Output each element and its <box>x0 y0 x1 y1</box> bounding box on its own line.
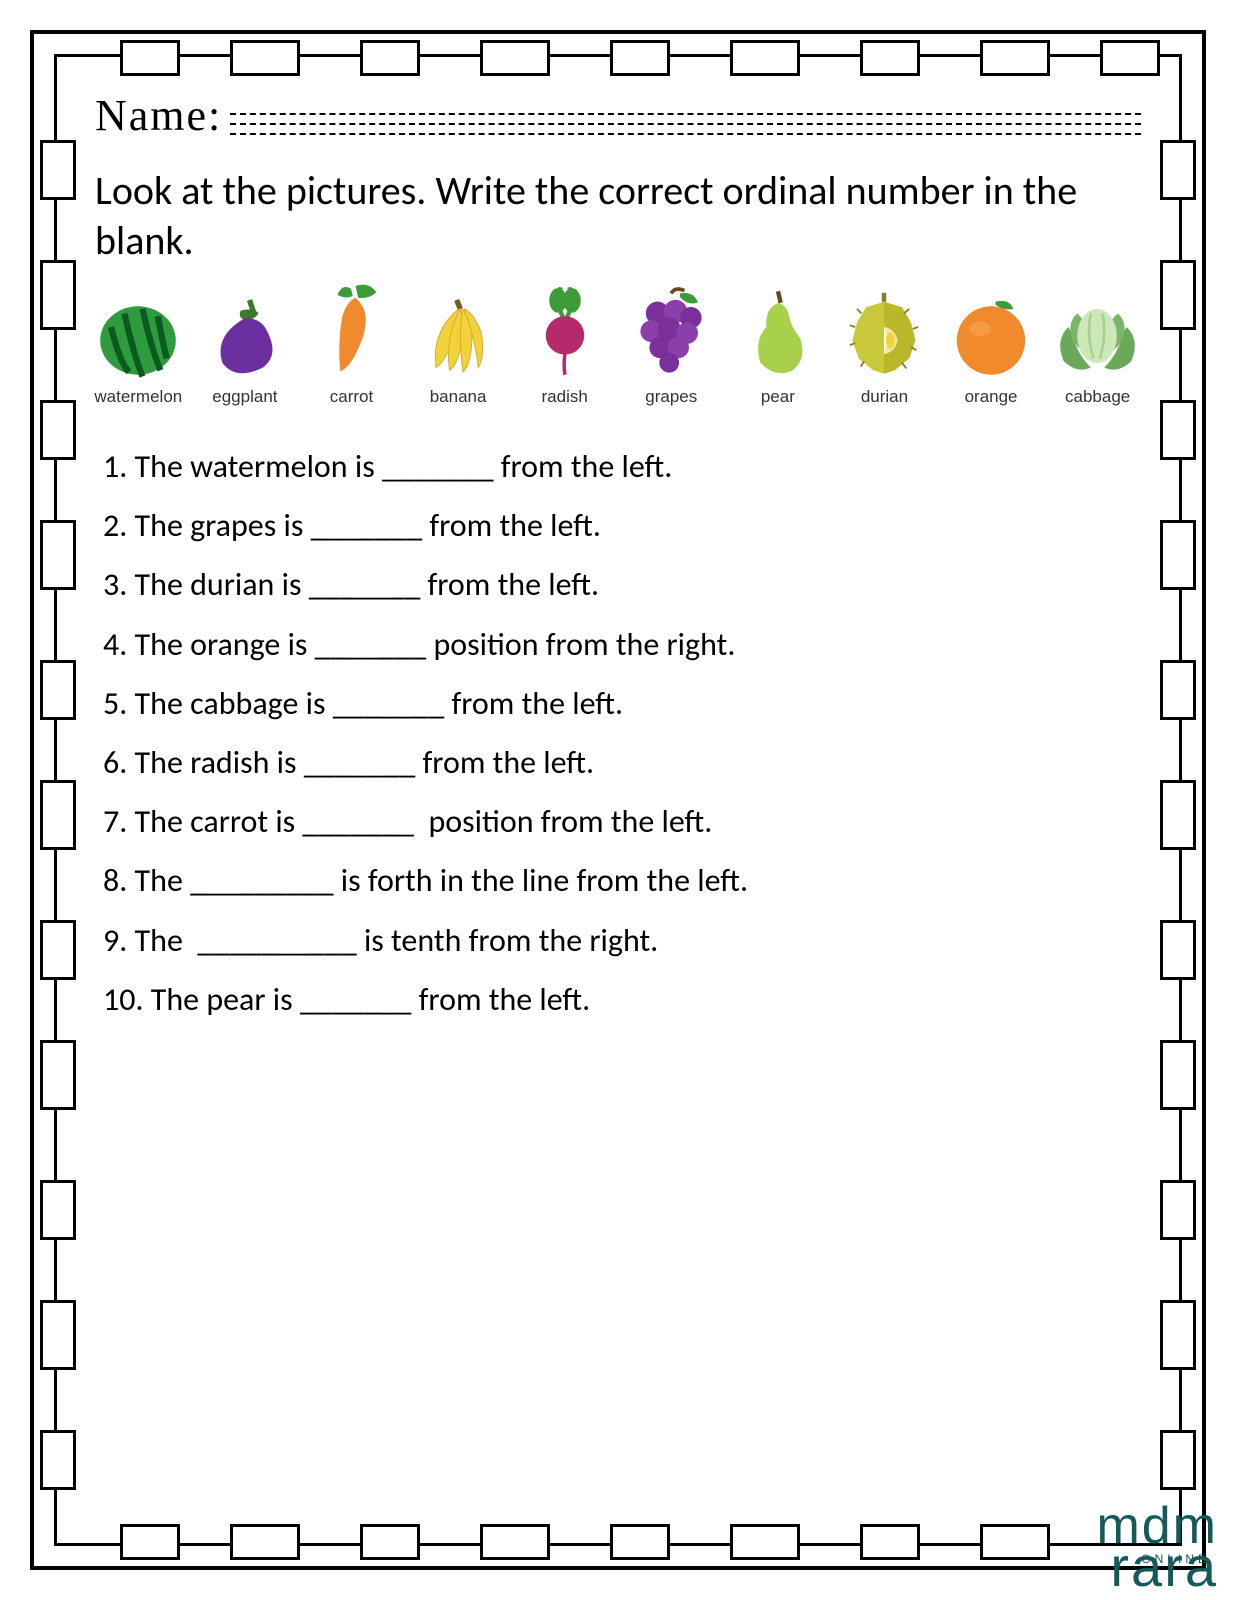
question-2: 2. The grapes is _______ from the left. <box>103 496 1141 555</box>
pear-icon <box>738 286 818 381</box>
brand-logo: mdm ONLINE rara <box>1096 1507 1218 1588</box>
produce-label: banana <box>430 387 487 407</box>
produce-orange: orange <box>938 291 1045 407</box>
produce-row: watermelon eggplant carrot <box>85 281 1151 407</box>
produce-durian: durian <box>831 291 938 407</box>
name-row: Name: <box>95 90 1141 141</box>
produce-label: orange <box>965 387 1018 407</box>
produce-label: radish <box>542 387 588 407</box>
produce-pear: pear <box>725 286 832 407</box>
produce-radish: radish <box>511 281 618 407</box>
question-3: 3. The durian is _______ from the left. <box>103 555 1141 614</box>
eggplant-icon <box>200 291 290 381</box>
cabbage-icon <box>1050 291 1145 381</box>
produce-label: durian <box>861 387 908 407</box>
question-6: 6. The radish is _______ from the left. <box>103 733 1141 792</box>
produce-label: watermelon <box>94 387 182 407</box>
questions-list: 1. The watermelon is _______ from the le… <box>95 437 1141 1029</box>
orange-icon <box>946 291 1036 381</box>
produce-label: eggplant <box>212 387 277 407</box>
question-9: 9. The __________ is tenth from the righ… <box>103 911 1141 970</box>
logo-sub: ONLINE <box>1141 1555 1210 1564</box>
durian-icon <box>839 291 929 381</box>
name-label: Name: <box>95 90 222 141</box>
worksheet-page: Name: Look at the pictures. Write the co… <box>0 0 1236 1600</box>
produce-banana: banana <box>405 291 512 407</box>
produce-cabbage: cabbage <box>1044 291 1151 407</box>
radish-icon <box>530 281 600 381</box>
question-1: 1. The watermelon is _______ from the le… <box>103 437 1141 496</box>
produce-carrot: carrot <box>298 281 405 407</box>
produce-eggplant: eggplant <box>192 291 299 407</box>
question-8: 8. The _________ is forth in the line fr… <box>103 851 1141 910</box>
question-4: 4. The orange is _______ position from t… <box>103 615 1141 674</box>
banana-icon <box>411 291 506 381</box>
question-7: 7. The carrot is _______ position from t… <box>103 792 1141 851</box>
question-10: 10. The pear is _______ from the left. <box>103 970 1141 1029</box>
watermelon-icon <box>93 291 183 381</box>
carrot-icon <box>306 281 396 381</box>
produce-watermelon: watermelon <box>85 291 192 407</box>
produce-label: carrot <box>330 387 373 407</box>
produce-label: pear <box>761 387 795 407</box>
grapes-icon <box>626 286 716 381</box>
produce-label: grapes <box>645 387 697 407</box>
question-5: 5. The cabbage is _______ from the left. <box>103 674 1141 733</box>
produce-label: cabbage <box>1065 387 1130 407</box>
name-blank-lines[interactable] <box>230 113 1141 141</box>
instructions-text: Look at the pictures. Write the correct … <box>95 166 1141 266</box>
content-area: Name: Look at the pictures. Write the co… <box>95 90 1141 1510</box>
produce-grapes: grapes <box>618 286 725 407</box>
